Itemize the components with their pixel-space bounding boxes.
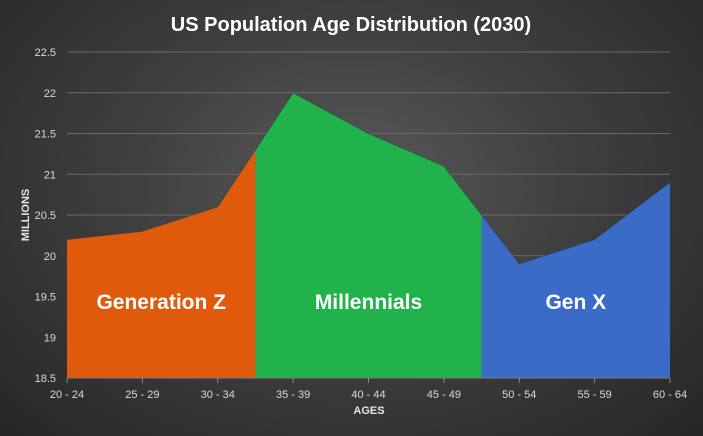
x-tick-label: 30 - 34 xyxy=(201,389,235,401)
area-segment xyxy=(481,182,670,378)
area-segment xyxy=(255,92,482,378)
y-tick-label: 20.5 xyxy=(35,210,56,222)
y-tick-label: 21 xyxy=(44,169,56,181)
segment-labels: Generation Z Millennials Gen X xyxy=(96,291,606,314)
x-tick-label: 50 - 54 xyxy=(502,389,536,401)
y-tick-label: 19 xyxy=(44,332,56,344)
x-tick-label: 45 - 49 xyxy=(427,389,461,401)
segment-label: Millennials xyxy=(315,291,422,314)
y-tick-label: 21.5 xyxy=(35,129,56,141)
segment-label: Gen X xyxy=(545,291,606,314)
x-tick-label: 35 - 39 xyxy=(276,389,310,401)
x-tick-label: 20 - 24 xyxy=(50,389,84,401)
x-tick-label: 25 - 29 xyxy=(125,389,159,401)
x-tick-label: 55 - 59 xyxy=(578,389,612,401)
x-tick-label: 60 - 64 xyxy=(653,389,687,401)
segment-label: Generation Z xyxy=(96,291,226,314)
area-segments xyxy=(66,92,671,378)
y-axis-label: MILLIONS xyxy=(20,189,32,242)
y-tick-labels: 18.5 19 19.5 20 20.5 21 21.5 22 22.5 xyxy=(35,47,56,385)
x-axis-label: AGES xyxy=(353,405,384,417)
y-tick-label: 22.5 xyxy=(35,47,56,59)
y-tick-label: 20 xyxy=(44,251,56,263)
y-tick-label: 18.5 xyxy=(35,373,56,385)
chart-title: US Population Age Distribution (2030) xyxy=(171,14,531,36)
x-tick-label: 40 - 44 xyxy=(351,389,385,401)
x-tick-labels: 20 - 24 25 - 29 30 - 34 35 - 39 40 - 44 45 - … xyxy=(50,377,687,401)
series-line xyxy=(66,92,671,265)
area-segment xyxy=(67,149,256,378)
y-tick-label: 19.5 xyxy=(35,292,56,304)
y-tick-label: 22 xyxy=(44,88,56,100)
